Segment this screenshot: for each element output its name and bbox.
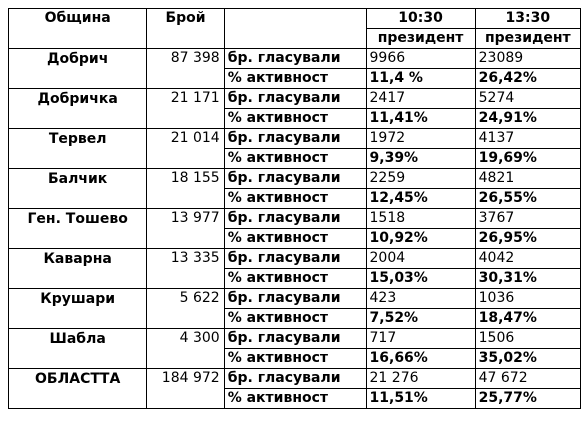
- voter-count: 184 972: [146, 368, 225, 409]
- header-sub-2: президент: [474, 28, 581, 49]
- voted-time-2: 1506: [474, 328, 581, 349]
- header-municipality: Община: [7, 8, 148, 49]
- table-row: % активност 16,66% 35,02%: [9, 348, 581, 369]
- voter-count: 4 300: [146, 328, 225, 369]
- turnout-time-2: 26,55%: [474, 188, 581, 209]
- table-row: % активност 10,92% 26,95%: [9, 228, 581, 249]
- table-row: % активност 11,51% 25,77%: [9, 388, 581, 409]
- table-row: Тервел 21 014 бр. гласували 1972 4137: [7, 128, 581, 169]
- header-time-2: 13:30: [474, 8, 581, 29]
- table-row: % активност 15,03% 30,31%: [9, 268, 581, 289]
- turnout-time-1: 7,52%: [365, 308, 476, 329]
- voted-time-2: 4821: [474, 168, 581, 189]
- table-row: Добричка 21 171 бр. гласували 2417 5274: [7, 88, 581, 129]
- turnout-time-1: 15,03%: [365, 268, 476, 289]
- voter-count: 5 622: [146, 288, 225, 329]
- turnout-time-2: 26,95%: [474, 228, 581, 249]
- turnout-label: % активност: [223, 388, 367, 409]
- voted-label: бр. гласували: [223, 168, 367, 189]
- header-empty: [223, 8, 367, 49]
- table-row: ОБЛАСТТА 184 972 бр. гласували 21 276 47 672: [7, 368, 581, 409]
- turnout-label: % активност: [223, 148, 367, 169]
- voted-time-2: 1036: [474, 288, 581, 309]
- voted-label: бр. гласували: [223, 88, 367, 109]
- municipality-name: Балчик: [7, 168, 148, 209]
- voted-label: бр. гласували: [223, 208, 367, 229]
- header-count: Брой: [146, 8, 225, 49]
- municipality-name: Крушари: [7, 288, 148, 329]
- voted-time-1: 423: [365, 288, 476, 309]
- voted-time-1: 9966: [365, 48, 476, 69]
- turnout-label: % активност: [223, 108, 367, 129]
- voter-count: 21 171: [146, 88, 225, 129]
- voted-time-1: 2259: [365, 168, 476, 189]
- table-row: % активност 7,52% 18,47%: [9, 308, 581, 329]
- table-row: Добрич 87 398 бр. гласували 9966 23089: [7, 48, 581, 89]
- table-row: Шабла 4 300 бр. гласували 717 1506: [7, 328, 581, 369]
- municipality-name: Каварна: [7, 248, 148, 289]
- voted-time-1: 1972: [365, 128, 476, 149]
- turnout-time-2: 18,47%: [474, 308, 581, 329]
- turnout-label: % активност: [223, 348, 367, 369]
- turnout-time-2: 26,42%: [474, 68, 581, 89]
- voted-time-1: 2417: [365, 88, 476, 109]
- voted-label: бр. гласували: [223, 48, 367, 69]
- voter-count: 13 335: [146, 248, 225, 289]
- header-row-1: Община Брой 10:30 13:30: [7, 8, 581, 49]
- voted-label: бр. гласували: [223, 248, 367, 269]
- turnout-time-1: 10,92%: [365, 228, 476, 249]
- table-row: Каварна 13 335 бр. гласували 2004 4042: [7, 248, 581, 289]
- municipality-name: ОБЛАСТТА: [7, 368, 148, 409]
- voted-time-2: 3767: [474, 208, 581, 229]
- turnout-time-2: 24,91%: [474, 108, 581, 129]
- voted-time-2: 23089: [474, 48, 581, 69]
- table-row: Ген. Тошево 13 977 бр. гласували 1518 3767: [7, 208, 581, 249]
- voter-count: 13 977: [146, 208, 225, 249]
- turnout-time-1: 9,39%: [365, 148, 476, 169]
- turnout-label: % активност: [223, 228, 367, 249]
- municipality-name: Добрич: [7, 48, 148, 89]
- turnout-time-1: 16,66%: [365, 348, 476, 369]
- municipality-name: Добричка: [7, 88, 148, 129]
- voter-count: 18 155: [146, 168, 225, 209]
- turnout-table: Община Брой 10:30 13:30 президент презид…: [7, 8, 581, 409]
- turnout-time-2: 30,31%: [474, 268, 581, 289]
- municipality-name: Тервел: [7, 128, 148, 169]
- turnout-time-2: 19,69%: [474, 148, 581, 169]
- voted-time-2: 4042: [474, 248, 581, 269]
- turnout-time-1: 11,41%: [365, 108, 476, 129]
- table-row: % активност 11,4 % 26,42%: [9, 68, 581, 89]
- voted-time-2: 47 672: [474, 368, 581, 389]
- turnout-label: % активност: [223, 268, 367, 289]
- voted-time-1: 1518: [365, 208, 476, 229]
- voted-label: бр. гласували: [223, 328, 367, 349]
- municipality-name: Шабла: [7, 328, 148, 369]
- voter-count: 87 398: [146, 48, 225, 89]
- turnout-label: % активност: [223, 68, 367, 89]
- voted-time-1: 717: [365, 328, 476, 349]
- table-row: Крушари 5 622 бр. гласували 423 1036: [7, 288, 581, 329]
- turnout-label: % активност: [223, 308, 367, 329]
- table-row: Балчик 18 155 бр. гласували 2259 4821: [7, 168, 581, 209]
- table-row: % активност 9,39% 19,69%: [9, 148, 581, 169]
- voted-time-2: 5274: [474, 88, 581, 109]
- turnout-time-1: 12,45%: [365, 188, 476, 209]
- turnout-time-2: 35,02%: [474, 348, 581, 369]
- voter-count: 21 014: [146, 128, 225, 169]
- voted-time-1: 2004: [365, 248, 476, 269]
- voted-time-1: 21 276: [365, 368, 476, 389]
- municipality-name: Ген. Тошево: [7, 208, 148, 249]
- header-time-1: 10:30: [365, 8, 476, 29]
- turnout-time-1: 11,51%: [365, 388, 476, 409]
- turnout-label: % активност: [223, 188, 367, 209]
- turnout-time-2: 25,77%: [474, 388, 581, 409]
- voted-time-2: 4137: [474, 128, 581, 149]
- table-row: % активност 12,45% 26,55%: [9, 188, 581, 209]
- voted-label: бр. гласували: [223, 368, 367, 389]
- header-sub-1: президент: [365, 28, 476, 49]
- turnout-time-1: 11,4 %: [365, 68, 476, 89]
- results-table-container: Община Брой 10:30 13:30 президент презид…: [7, 8, 581, 409]
- voted-label: бр. гласували: [223, 288, 367, 309]
- voted-label: бр. гласували: [223, 128, 367, 149]
